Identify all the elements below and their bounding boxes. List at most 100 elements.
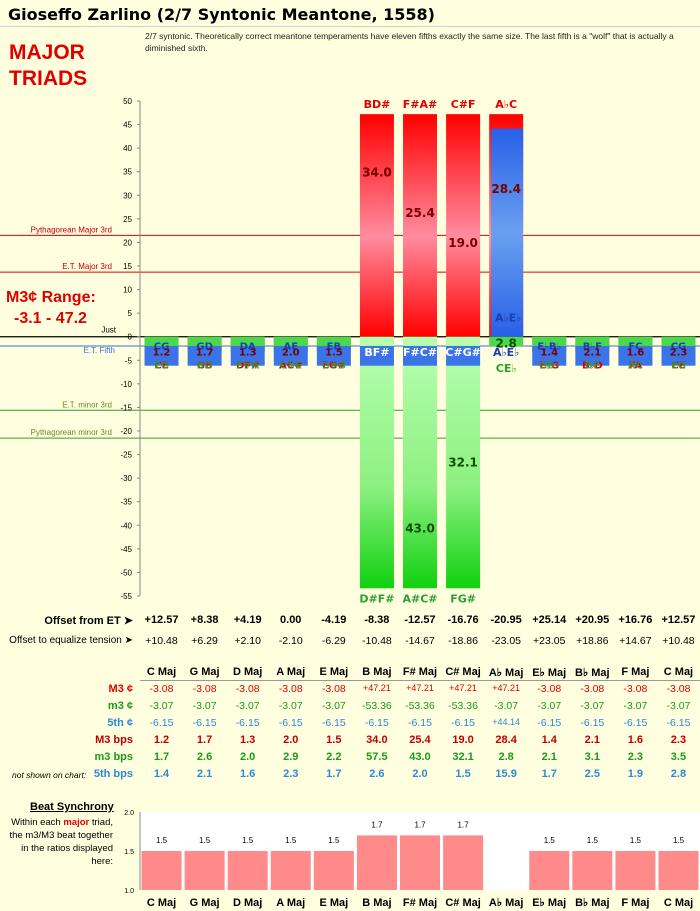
minor3-bar	[446, 336, 481, 589]
table-cell: -16.76	[447, 614, 479, 626]
table-cell: -3.07	[623, 700, 648, 712]
header-underline	[140, 680, 700, 681]
table-cell: -12.57	[404, 614, 436, 626]
table-cell: -20.95	[490, 614, 522, 626]
fifth-bar	[359, 345, 394, 366]
table-cell: 1.7	[196, 734, 213, 746]
table-cell: -6.15	[235, 717, 260, 729]
m3-bps-label: 2.1	[583, 348, 601, 359]
table-cell: +23.05	[533, 635, 566, 647]
table-cell: +12.57	[661, 614, 696, 626]
table-cell: 2.0	[283, 734, 299, 746]
m3-bps-label: 1.3	[239, 348, 257, 359]
bottom-interval-label: G#B	[322, 360, 346, 371]
y-tick-label: -25	[120, 451, 132, 460]
fifth-interval-label: F#C#	[403, 346, 437, 359]
bs-category-label: C# Maj	[445, 897, 480, 909]
table-cell: 1.4	[153, 768, 170, 780]
fifth-bar	[532, 345, 567, 366]
table-cell: -3.08	[278, 683, 303, 695]
bottom-interval-label: CE♭	[496, 362, 517, 375]
not-shown-note: not shown on chart:	[12, 770, 87, 780]
fifth-interval-label: AE	[283, 341, 298, 352]
range-line-2: -3.1 - 47.2	[14, 310, 87, 327]
table-cell: +18.86	[576, 635, 609, 647]
bs-text-a: Within each	[11, 817, 64, 828]
table-cell: -6.29	[321, 635, 346, 647]
table-cell: 2.0	[412, 768, 428, 780]
y-tick-label: 40	[123, 144, 132, 153]
bottom-interval-label: C#E	[279, 360, 302, 371]
y-tick-label: 0	[128, 333, 133, 342]
table-cell: -53.36	[362, 700, 392, 712]
y-tick-label: -50	[120, 568, 132, 577]
table-cell: -3.08	[149, 683, 174, 695]
bs-value-label: 1.5	[673, 836, 685, 845]
m3-bps-label: 19.0	[448, 236, 478, 250]
fifth-interval-label: A♭E♭	[493, 346, 519, 359]
fifth-interval-label: CG	[671, 341, 687, 352]
bs-y-tick-label: 2.0	[124, 810, 134, 817]
top-interval-label: CE	[154, 360, 168, 371]
table-cell: 2.3	[627, 751, 644, 763]
m3-bps-label: 34.0	[362, 165, 392, 179]
fifth-bar	[446, 345, 481, 366]
table-cell: -53.36	[405, 700, 435, 712]
table-cell: -6.15	[408, 717, 432, 729]
bottom-interval-label: EG	[154, 360, 169, 371]
reference-line-label: E.T. Fifth	[83, 346, 115, 355]
row-label: Offset to equalize tension ➤	[9, 635, 133, 646]
fifth-interval-label: FC	[628, 341, 642, 352]
bottom-interval-label: F#A	[236, 360, 259, 371]
description: 2/7 syntonic. Theoretically correct mean…	[145, 31, 674, 53]
row-label: M3 ¢	[108, 683, 133, 695]
fifth-interval-label: DA	[240, 341, 256, 352]
table-cell: 2.6	[196, 751, 213, 763]
table-cell: +20.95	[575, 614, 610, 626]
table-cell: 2.8	[498, 751, 514, 763]
table-cell: 1.7	[541, 768, 557, 780]
table-cell: 28.4	[495, 734, 517, 746]
top-interval-label: C#F	[451, 98, 476, 111]
y-tick-label: 5	[128, 309, 133, 318]
table-cell: -3.07	[192, 700, 217, 712]
bs-bar	[141, 851, 182, 890]
m3-bps-label: 1.6	[627, 348, 645, 359]
table-cell: 1.6	[240, 768, 256, 780]
fifth-bar	[187, 345, 222, 366]
m3-bps-label: 1.5	[325, 348, 343, 359]
m3-bps-label: 1.7	[196, 348, 214, 359]
bs-bar	[529, 851, 570, 890]
table-cell: -3.07	[278, 700, 303, 712]
top-interval-label: DF#	[236, 360, 260, 371]
table-cell: -3.08	[235, 683, 260, 695]
bs-value-label: 1.5	[630, 836, 642, 845]
table-cell: 1.2	[153, 734, 170, 746]
fifth-bar	[491, 128, 524, 337]
bs-y-tick-label: 1.0	[124, 888, 134, 895]
table-cell: 2.9	[283, 751, 299, 763]
table-cell: +47.21	[492, 683, 521, 693]
fifth-interval-label: EB	[327, 341, 341, 352]
fifth-interval-label: B♭F	[583, 341, 602, 352]
fifth-bar	[230, 345, 265, 366]
table-cell: +16.76	[618, 614, 653, 626]
bs-category-label: B♭ Maj	[575, 897, 610, 909]
table-cell: 0.00	[280, 614, 302, 626]
y-tick-label: 25	[123, 215, 132, 224]
table-cell: 2.8	[670, 768, 687, 780]
table-cell: +47.21	[363, 683, 391, 693]
table-cell: -6.15	[321, 717, 346, 729]
table-cell: -6.15	[364, 717, 389, 729]
table-cell: +47.21	[406, 683, 434, 693]
y-tick-label: 35	[123, 168, 132, 177]
major-triads-heading: MAJOR TRIADS	[9, 40, 87, 92]
table-cell: -3.07	[149, 700, 174, 712]
table-cell: F Maj	[621, 666, 650, 678]
bs-text-c: triad, the m3/M3 beat together in the ra…	[9, 817, 113, 867]
row-label: 5th bps	[93, 768, 133, 780]
bs-category-label: E♭ Maj	[532, 897, 566, 909]
bs-bar	[313, 851, 354, 890]
fifth-bar	[316, 345, 351, 366]
